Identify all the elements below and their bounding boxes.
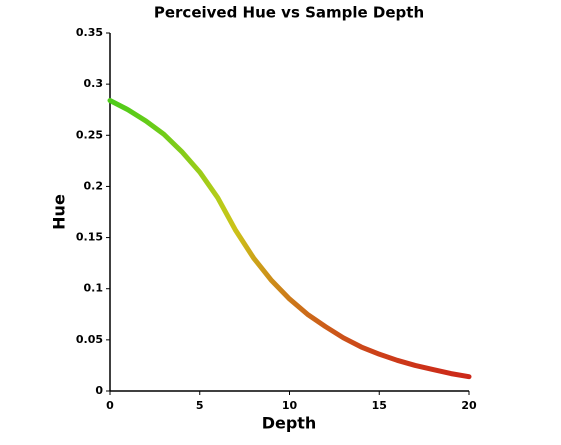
x-tick-label: 15 [372,399,387,412]
y-tick-label: 0.3 [84,77,104,90]
x-tick-label: 10 [282,399,298,412]
y-tick-label: 0 [95,384,103,397]
y-tick-label: 0.35 [76,26,103,39]
chart-title: Perceived Hue vs Sample Depth [154,4,424,22]
y-axis-title: Hue [50,194,69,230]
y-tick-label: 0.25 [76,128,103,141]
x-axis-title: Depth [262,414,317,433]
y-tick-label: 0.1 [84,282,104,295]
data-line [107,98,472,380]
y-tick-label: 0.15 [76,231,103,244]
x-tick-label: 20 [461,399,477,412]
x-tick-label: 0 [106,399,114,412]
y-tick-label: 0.05 [76,333,103,346]
y-tick-label: 0.2 [84,179,104,192]
x-tick-label: 5 [196,399,204,412]
